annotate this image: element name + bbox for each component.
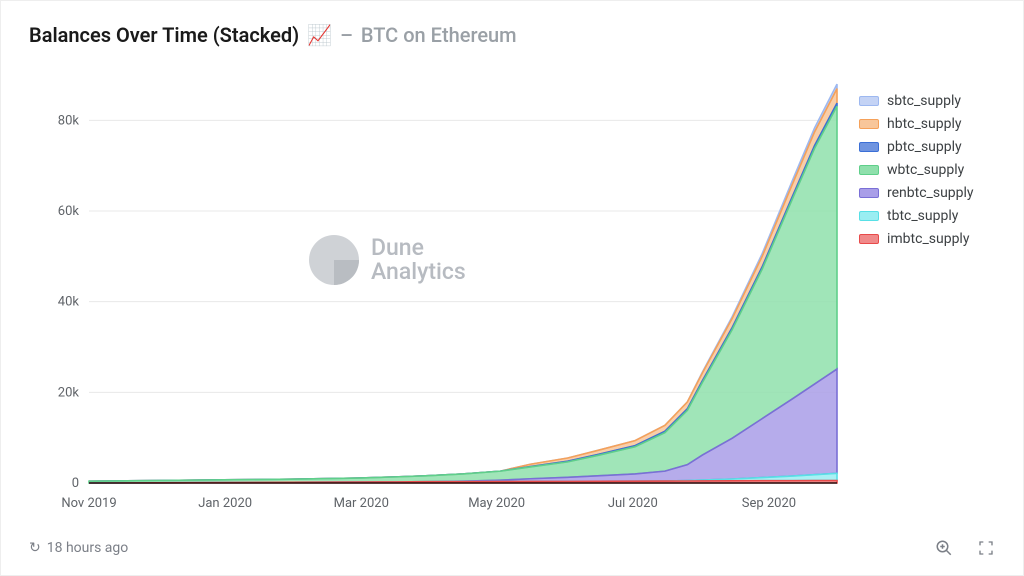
legend-swatch (859, 96, 879, 106)
stacked-area-chart: 0 20k 40k 60k 80k Nov 2019 Jan 2020 Mar 2020 May… (29, 55, 847, 529)
legend-label: hbtc_supply (887, 116, 962, 132)
legend-item-hbtc_supply[interactable]: hbtc_supply (859, 116, 995, 132)
chart-header: Balances Over Time (Stacked) 📈 – BTC on … (29, 23, 995, 47)
chart-card: Balances Over Time (Stacked) 📈 – BTC on … (0, 0, 1024, 576)
chart-title-main: Balances Over Time (Stacked) (29, 23, 299, 47)
legend-item-imbtc_supply[interactable]: imbtc_supply (859, 231, 995, 247)
svg-text:40k: 40k (58, 295, 80, 310)
zoom-in-icon[interactable] (935, 539, 953, 557)
expand-icon[interactable] (977, 539, 995, 557)
last-updated-text: 18 hours ago (47, 540, 129, 556)
chart-body: 0 20k 40k 60k 80k Nov 2019 Jan 2020 Mar 2020 May… (29, 55, 995, 529)
svg-text:20k: 20k (58, 385, 80, 400)
svg-text:Mar 2020: Mar 2020 (334, 496, 389, 511)
svg-text:May 2020: May 2020 (468, 496, 525, 511)
legend-swatch (859, 165, 879, 175)
svg-text:0: 0 (72, 476, 79, 491)
svg-text:60k: 60k (58, 204, 80, 219)
refresh-icon[interactable]: ↻ (29, 540, 41, 556)
legend-swatch (859, 119, 879, 129)
chart-plot-area[interactable]: 0 20k 40k 60k 80k Nov 2019 Jan 2020 Mar 2020 May… (29, 55, 847, 529)
legend-label: sbtc_supply (887, 93, 961, 109)
card-footer: ↻ 18 hours ago (29, 539, 995, 557)
legend-label: renbtc_supply (887, 185, 974, 201)
title-separator: – (340, 23, 353, 47)
legend-item-pbtc_supply[interactable]: pbtc_supply (859, 139, 995, 155)
legend-item-sbtc_supply[interactable]: sbtc_supply (859, 93, 995, 109)
chart-title-sub: BTC on Ethereum (361, 23, 517, 47)
legend-item-renbtc_supply[interactable]: renbtc_supply (859, 185, 995, 201)
legend-swatch (859, 234, 879, 244)
legend-label: wbtc_supply (887, 162, 964, 178)
legend-label: tbtc_supply (887, 208, 958, 224)
svg-text:80k: 80k (58, 113, 80, 128)
legend-label: pbtc_supply (887, 139, 962, 155)
legend-swatch (859, 188, 879, 198)
legend-label: imbtc_supply (887, 231, 969, 247)
chart-legend: sbtc_supply hbtc_supply pbtc_supply wbtc_su… (847, 55, 995, 529)
legend-swatch (859, 142, 879, 152)
svg-text:Jan 2020: Jan 2020 (198, 496, 252, 511)
svg-text:Nov 2019: Nov 2019 (61, 496, 116, 511)
legend-item-tbtc_supply[interactable]: tbtc_supply (859, 208, 995, 224)
legend-item-wbtc_supply[interactable]: wbtc_supply (859, 162, 995, 178)
svg-text:Sep 2020: Sep 2020 (742, 496, 796, 511)
legend-swatch (859, 211, 879, 221)
trend-up-icon: 📈 (307, 23, 332, 47)
svg-text:Jul 2020: Jul 2020 (608, 496, 658, 511)
